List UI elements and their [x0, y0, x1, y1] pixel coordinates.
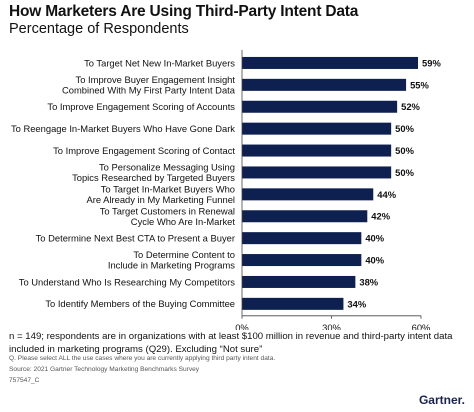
bar [242, 166, 392, 179]
value-label: 50% [395, 145, 414, 156]
x-tick-label: 30% [322, 322, 341, 330]
bar [242, 210, 368, 223]
bar [242, 188, 374, 201]
category-label: To Understand Who Is Researching My Comp… [19, 276, 236, 287]
gartner-logo: Gartner. [418, 393, 465, 407]
value-label: 40% [365, 233, 384, 244]
bar [242, 144, 392, 157]
source-line: Source: 2021 Gartner Technology Marketin… [9, 366, 200, 373]
category-label: To Personalize Messaging Using Topics Res… [72, 162, 235, 183]
value-label: 59% [422, 57, 441, 68]
bar [242, 297, 344, 310]
value-label: 38% [359, 276, 378, 287]
category-label: To Determine Content to Include in Market… [108, 249, 235, 270]
bar [242, 232, 362, 245]
x-tick-label: 0% [235, 322, 249, 330]
category-label: To Target Net New In-Market Buyers [84, 57, 235, 68]
category-label: To Target Customers in Renewal Cycle Who … [100, 205, 236, 226]
value-label: 50% [395, 123, 414, 134]
value-label: 44% [377, 189, 396, 200]
category-label: To Target In-Market Buyers Who Are Alread… [86, 183, 235, 204]
value-label: 40% [365, 254, 384, 265]
category-label: To Identify Members of the Buying Commit… [45, 298, 235, 309]
value-label: 50% [395, 167, 414, 178]
bar [242, 254, 362, 267]
category-label: To Determine Next Best CTA to Present a … [36, 232, 235, 243]
bar [242, 275, 356, 288]
category-label: To Improve Engagement Scoring of Account… [47, 101, 235, 112]
figure-code: 757547_C [9, 377, 40, 384]
survey-question: Q. Please select ALL the use cases where… [9, 355, 276, 362]
bar-chart: To Target Net New In-Market Buyers 59% To … [11, 50, 441, 330]
value-label: 55% [410, 79, 429, 90]
bar [242, 78, 407, 91]
category-label: To Reengage In-Market Buyers Who Have Go… [11, 123, 235, 134]
bar [242, 100, 398, 113]
chart-title: How Marketers Are Using Third-Party Inte… [9, 3, 359, 20]
value-label: 52% [401, 101, 420, 112]
value-label: 42% [371, 211, 390, 222]
footnote: n = 149; respondents are in organization… [9, 331, 453, 355]
value-label: 34% [347, 298, 366, 309]
category-label: To Improve Engagement Scoring of Contact [53, 145, 235, 156]
x-tick-label: 60% [412, 322, 431, 330]
category-label: To Improve Buyer Engagement Insight Combi… [62, 74, 236, 95]
bar [242, 122, 392, 135]
bar [242, 56, 419, 69]
chart-subtitle: Percentage of Respondents [9, 21, 189, 37]
